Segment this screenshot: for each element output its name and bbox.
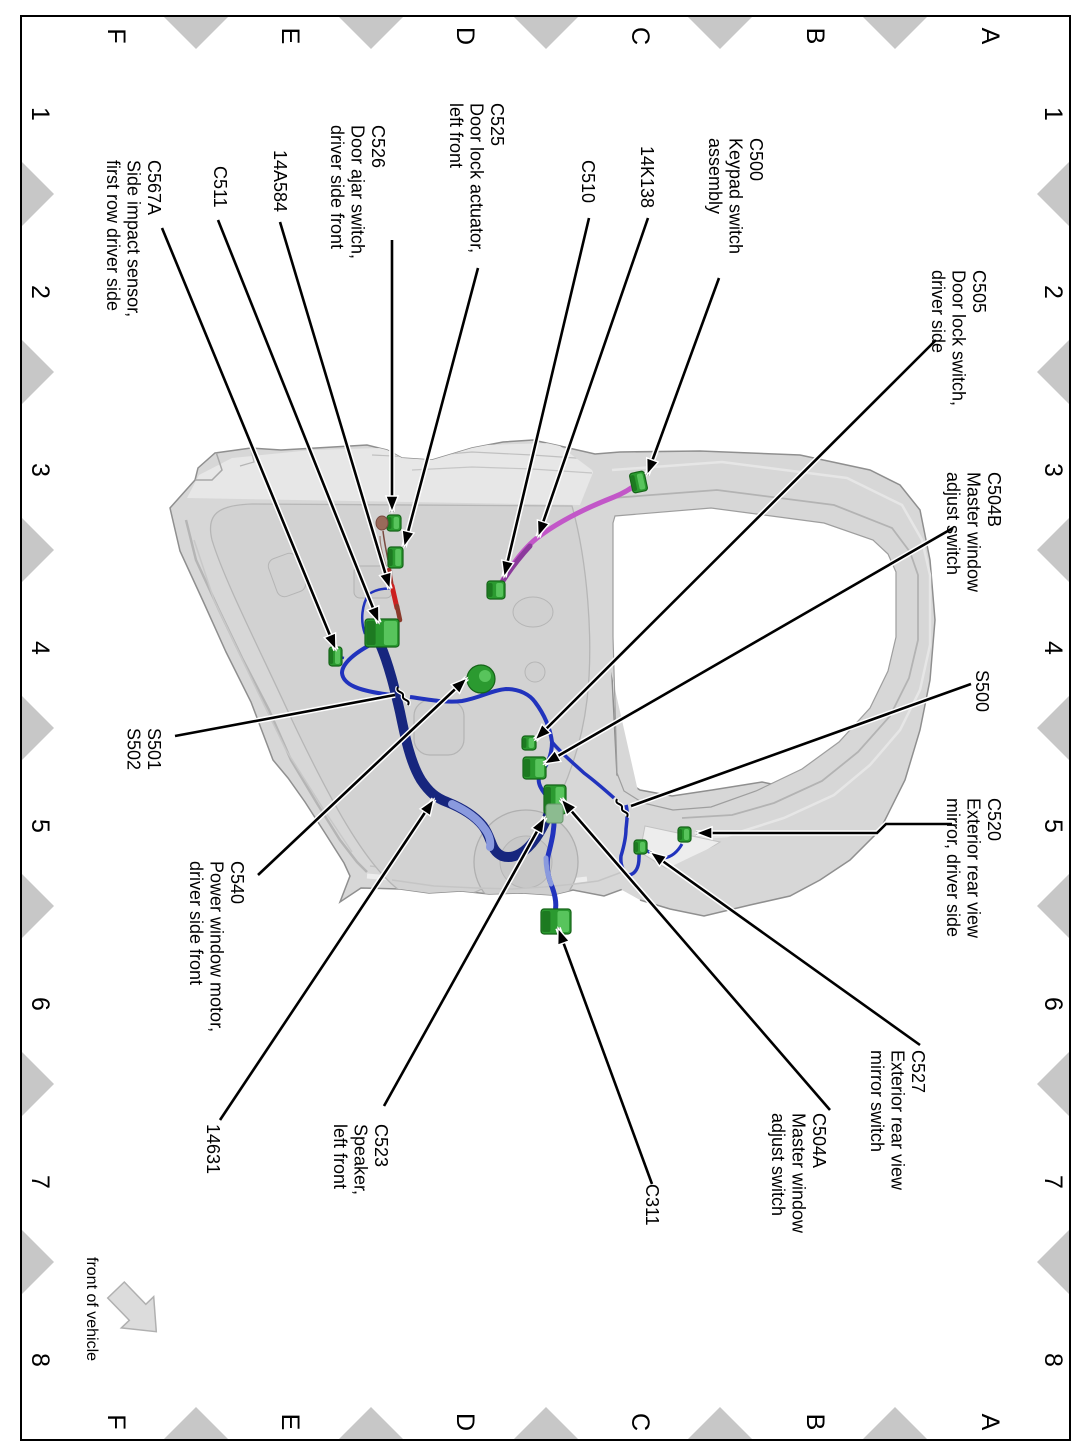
svg-text:C526: C526	[368, 125, 388, 168]
svg-text:assembly: assembly	[705, 138, 725, 214]
svg-text:Side impact sensor,: Side impact sensor,	[124, 160, 144, 317]
svg-text:Speaker,: Speaker,	[351, 1124, 371, 1195]
svg-text:Door lock switch,: Door lock switch,	[949, 270, 969, 406]
svg-text:Power window motor,: Power window motor,	[207, 861, 227, 1032]
svg-text:Exterior rear view: Exterior rear view	[888, 1050, 908, 1191]
svg-text:B: B	[801, 28, 829, 45]
svg-text:F: F	[102, 28, 130, 43]
svg-text:6: 6	[26, 997, 54, 1011]
svg-text:front of vehicle: front of vehicle	[83, 1257, 100, 1361]
svg-text:C567A: C567A	[144, 160, 164, 215]
svg-text:Door lock actuator,: Door lock actuator,	[467, 103, 487, 253]
svg-text:left front: left front	[330, 1124, 350, 1189]
svg-text:3: 3	[26, 463, 54, 477]
svg-text:mirror, driver side: mirror, driver side	[943, 798, 963, 937]
svg-text:6: 6	[1039, 997, 1067, 1011]
svg-text:5: 5	[26, 819, 54, 833]
svg-text:1: 1	[1039, 107, 1067, 121]
svg-text:5: 5	[1039, 819, 1067, 833]
svg-text:adjust switch: adjust switch	[768, 1113, 788, 1216]
svg-text:1: 1	[26, 107, 54, 121]
svg-text:C510: C510	[578, 160, 598, 203]
svg-text:first row driver side: first row driver side	[103, 160, 123, 311]
svg-text:C504A: C504A	[809, 1113, 829, 1168]
svg-text:C: C	[626, 27, 654, 45]
svg-text:F: F	[102, 1414, 130, 1429]
svg-text:D: D	[451, 27, 479, 45]
svg-text:B: B	[801, 1414, 829, 1431]
svg-text:4: 4	[1039, 641, 1067, 655]
svg-text:14A584: 14A584	[270, 150, 290, 212]
svg-text:adjust switch: adjust switch	[943, 472, 963, 575]
svg-text:C527: C527	[908, 1050, 928, 1093]
svg-text:S502: S502	[124, 728, 144, 770]
svg-text:driver side front: driver side front	[186, 861, 206, 985]
svg-text:E: E	[276, 1414, 304, 1431]
svg-text:8: 8	[26, 1353, 54, 1367]
svg-text:2: 2	[1039, 285, 1067, 299]
svg-text:S500: S500	[972, 670, 992, 712]
svg-text:Master window: Master window	[789, 1113, 809, 1234]
svg-text:3: 3	[1039, 463, 1067, 477]
svg-text:4: 4	[26, 641, 54, 655]
svg-text:14631: 14631	[203, 1124, 223, 1174]
svg-text:S501: S501	[144, 728, 164, 770]
svg-text:D: D	[451, 1413, 479, 1431]
svg-text:7: 7	[1039, 1175, 1067, 1189]
svg-text:Exterior rear view: Exterior rear view	[964, 798, 984, 939]
svg-text:E: E	[276, 28, 304, 45]
svg-text:8: 8	[1039, 1353, 1067, 1367]
svg-text:driver side: driver side	[928, 270, 948, 353]
svg-text:mirror switch: mirror switch	[867, 1050, 887, 1152]
svg-text:C511: C511	[210, 166, 230, 208]
svg-text:2: 2	[26, 285, 54, 299]
svg-text:A: A	[976, 28, 1004, 45]
svg-text:C523: C523	[371, 1124, 391, 1167]
svg-text:C525: C525	[487, 103, 507, 146]
svg-text:C540: C540	[227, 861, 247, 904]
svg-text:C500: C500	[746, 138, 766, 181]
svg-text:C505: C505	[969, 270, 989, 313]
svg-text:driver side front: driver side front	[327, 125, 347, 249]
svg-text:7: 7	[26, 1175, 54, 1189]
svg-text:C504B: C504B	[984, 472, 1004, 527]
svg-text:14K138: 14K138	[637, 146, 657, 208]
svg-text:C311: C311	[642, 1184, 662, 1226]
svg-text:left front: left front	[446, 103, 466, 168]
svg-text:Keypad switch: Keypad switch	[726, 138, 746, 254]
svg-text:A: A	[976, 1414, 1004, 1431]
svg-text:Master window: Master window	[964, 472, 984, 593]
svg-text:Door ajar switch,: Door ajar switch,	[348, 125, 368, 259]
svg-text:C: C	[626, 1413, 654, 1431]
svg-text:C520: C520	[984, 798, 1004, 841]
